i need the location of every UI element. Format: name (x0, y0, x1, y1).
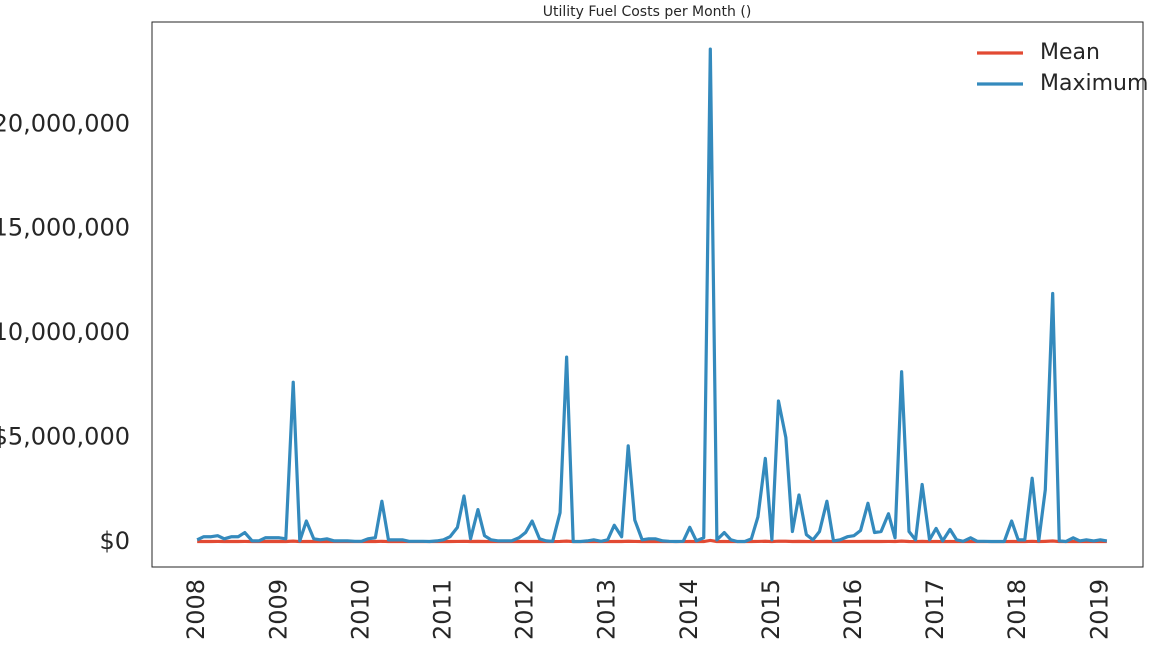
y-tick-label: $15,000,000 (0, 214, 130, 242)
plot-area (151, 21, 1144, 568)
x-tick-label: 2019 (1085, 579, 1113, 640)
y-tick-label: $0 (99, 527, 130, 555)
legend-label: Maximum (1040, 71, 1148, 96)
x-tick-label: 2016 (839, 579, 867, 640)
legend-label: Mean (1040, 40, 1100, 65)
x-tick-label: 2010 (346, 579, 374, 640)
x-tick-label: 2017 (921, 579, 949, 640)
y-tick-label: $10,000,000 (0, 318, 130, 346)
x-tick-label: 2013 (593, 579, 621, 640)
y-tick-label: $5,000,000 (0, 423, 130, 451)
x-tick-label: 2009 (264, 579, 292, 640)
chart-title: Utility Fuel Costs per Month () (543, 4, 752, 20)
y-tick-label: $20,000,000 (0, 109, 130, 137)
x-tick-label: 2011 (428, 579, 456, 640)
x-tick-label: 2015 (757, 579, 785, 640)
x-tick-label: 2014 (675, 579, 703, 640)
series-line (196, 47, 1108, 544)
x-tick-label: 2008 (182, 579, 210, 640)
x-tick-label: 2012 (511, 579, 539, 640)
x-tick-label: 2018 (1003, 579, 1031, 640)
